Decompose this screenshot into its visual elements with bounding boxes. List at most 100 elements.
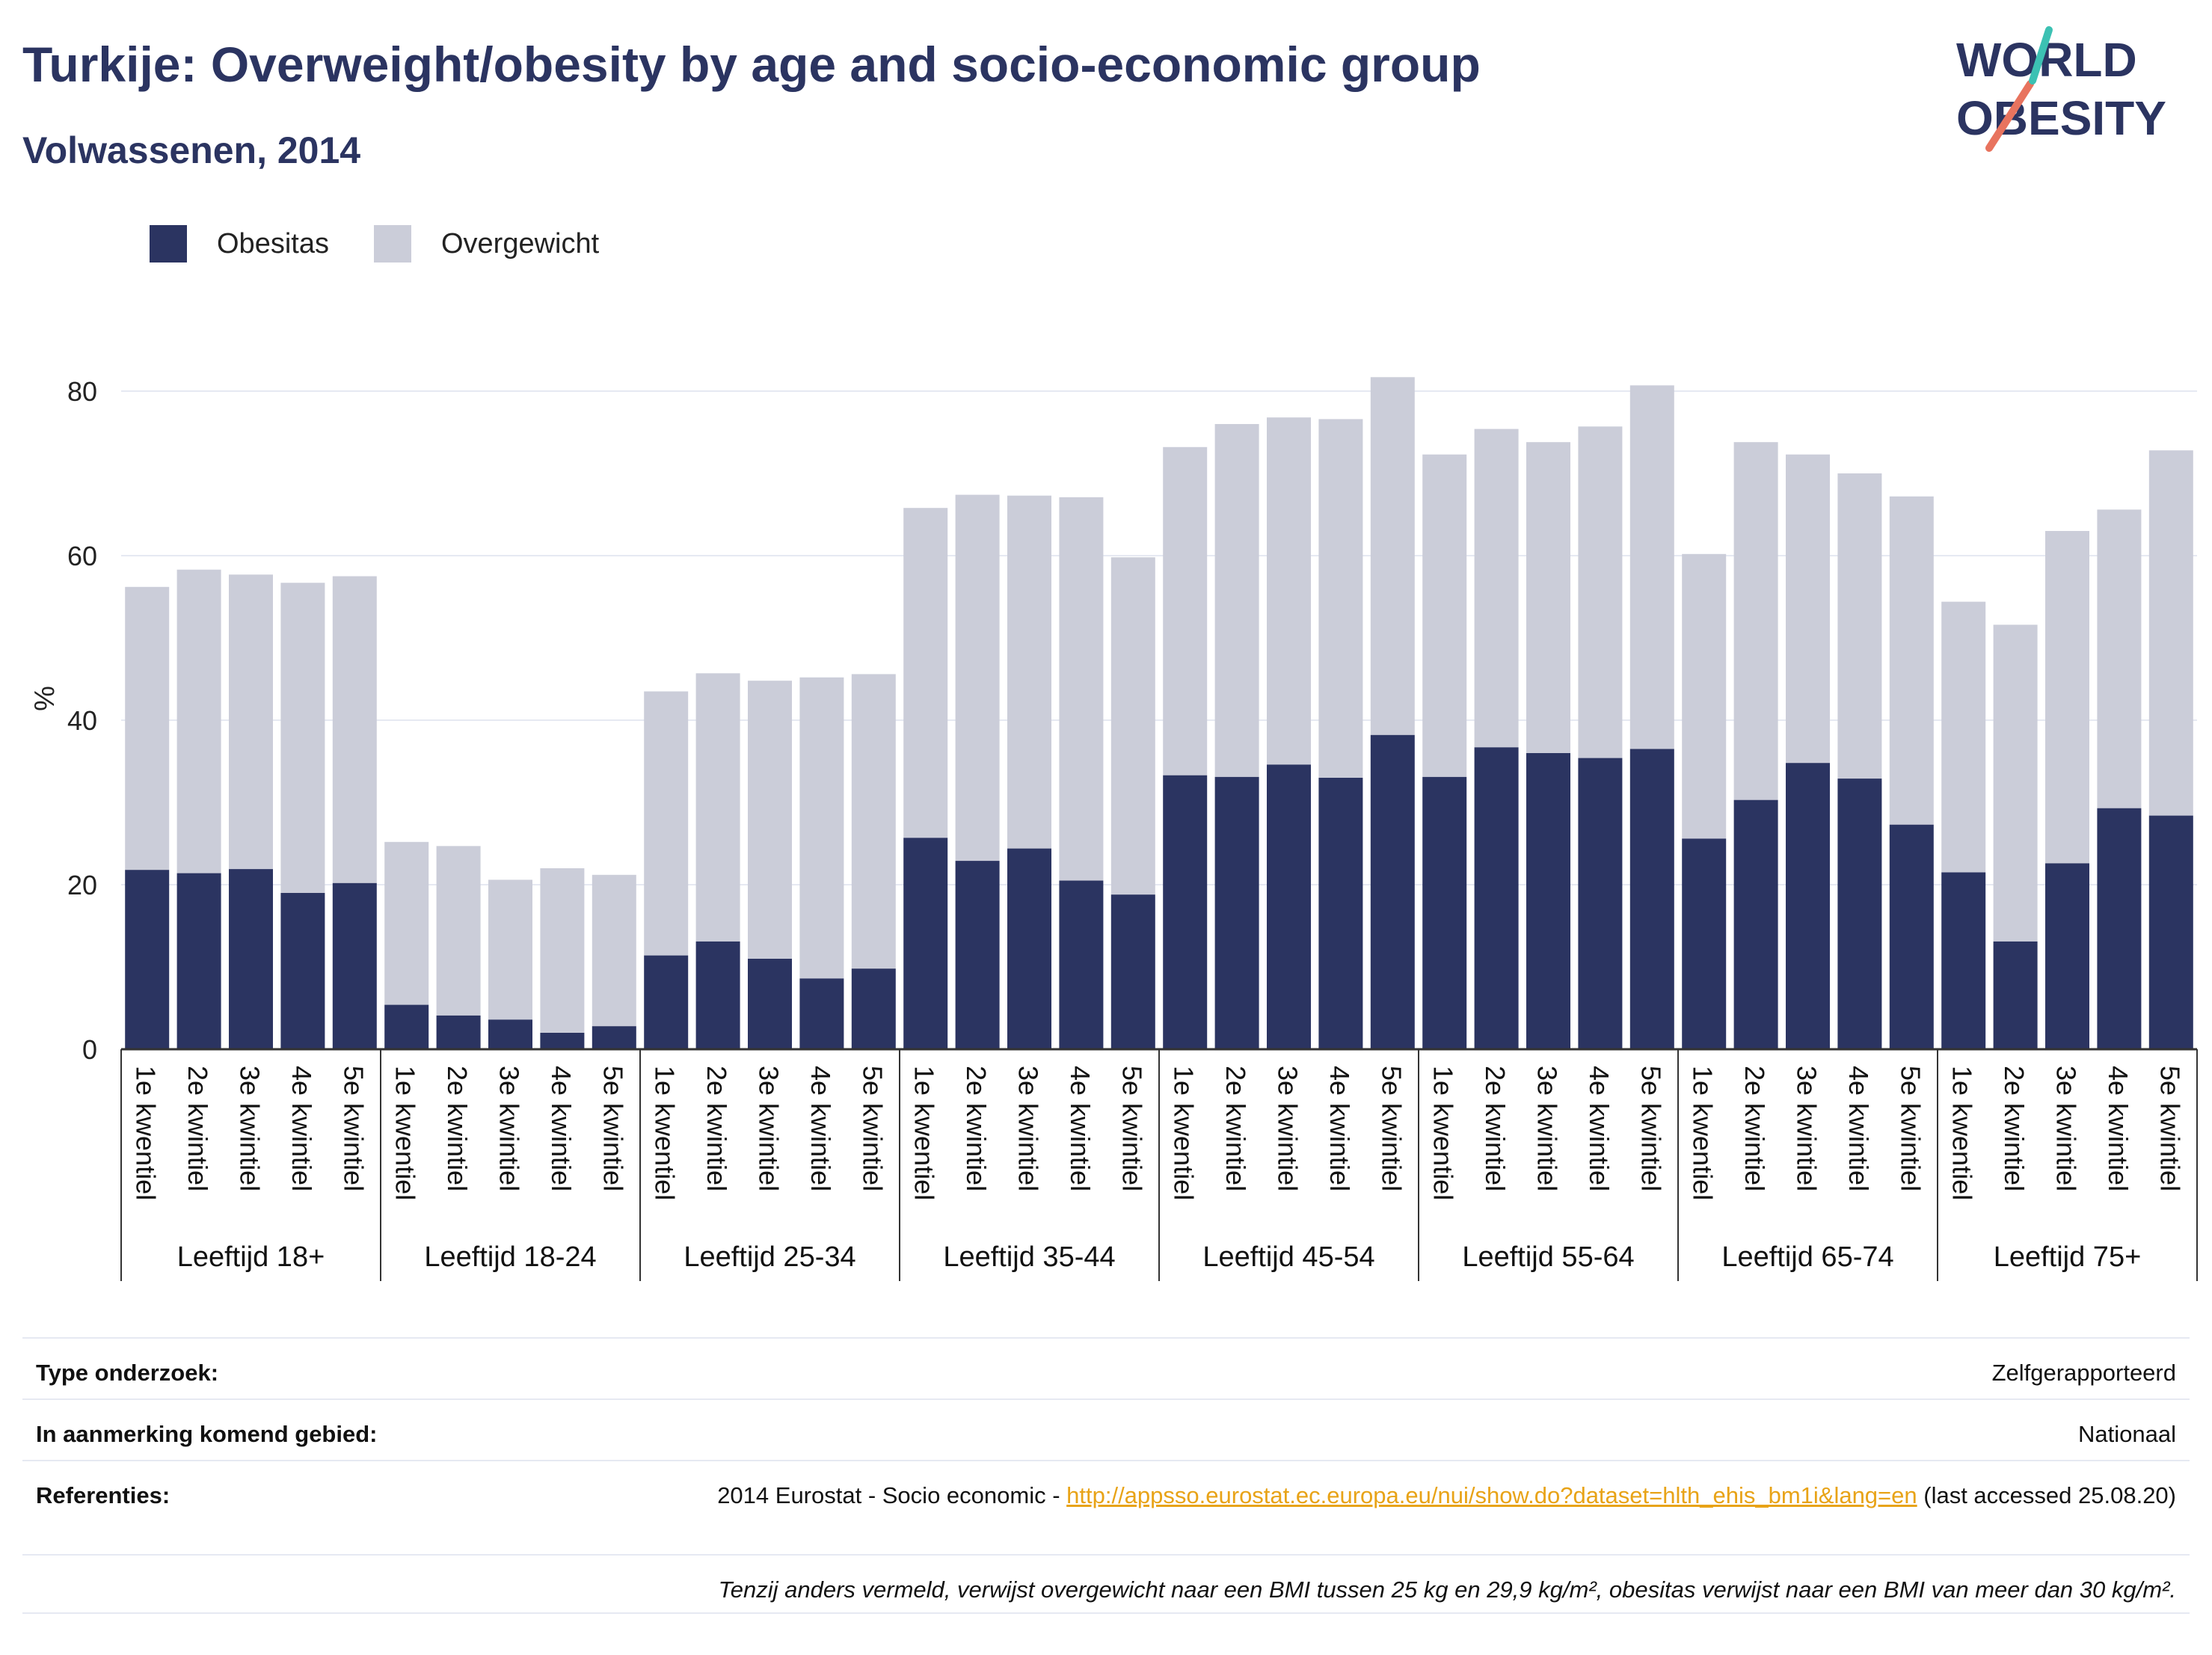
x-group-label: Leeftijd 75+ [1994, 1241, 2142, 1273]
bar-overgewicht [1993, 624, 2038, 942]
legend-item-obesitas[interactable]: Obesitas [150, 225, 329, 262]
bar-obesitas [1267, 764, 1311, 1049]
x-category-label: 3e kwintiel [2051, 1066, 2082, 1191]
bar-overgewicht [903, 508, 948, 838]
x-category-label: 3e kwintiel [754, 1066, 784, 1191]
bar-obesitas [1318, 778, 1363, 1049]
bar-overgewicht [1733, 442, 1778, 800]
bar-obesitas [1941, 872, 1986, 1049]
bar-obesitas [2097, 808, 2142, 1049]
x-group-label: Leeftijd 65-74 [1721, 1241, 1893, 1273]
bar-overgewicht [384, 841, 429, 1005]
reference-suffix: (last accessed 25.08.20) [1917, 1482, 2176, 1508]
legend-label-overgewicht: Overgewicht [440, 227, 600, 260]
bar-obesitas [1526, 753, 1570, 1049]
bar-overgewicht [1318, 419, 1363, 778]
bar-overgewicht [1474, 429, 1519, 748]
x-category-label: 1e kwentiel [1169, 1066, 1199, 1200]
bar-obesitas [1059, 880, 1104, 1049]
x-group-label: Leeftijd 18-24 [424, 1241, 596, 1273]
bar-overgewicht [1422, 454, 1467, 777]
bar-overgewicht [695, 673, 740, 942]
bar-overgewicht [176, 569, 221, 873]
bar-obesitas [903, 838, 948, 1049]
x-category-label: 3e kwintiel [1532, 1066, 1563, 1191]
x-category-label: 4e kwintiel [286, 1066, 317, 1191]
bar-overgewicht [1786, 454, 1830, 764]
x-group-label: Leeftijd 55-64 [1462, 1241, 1634, 1273]
chart-legend: Obesitas Overgewicht [150, 221, 644, 266]
x-category-label: 3e kwintiel [1792, 1066, 1822, 1191]
x-category-label: 5e kwintiel [2154, 1066, 2185, 1191]
legend-swatch-overgewicht [373, 225, 411, 262]
x-category-label: 2e kwintiel [1220, 1066, 1251, 1191]
bar-overgewicht [1007, 495, 1051, 849]
x-category-label: 3e kwintiel [1013, 1066, 1044, 1191]
x-category-label: 4e kwintiel [1584, 1066, 1615, 1191]
bar-obesitas [955, 861, 1000, 1049]
bar-obesitas [1993, 941, 2038, 1049]
world-obesity-logo: WORLD OBESITY [1956, 26, 2166, 152]
bar-overgewicht [1837, 473, 1882, 779]
bar-overgewicht [1941, 601, 1986, 873]
y-tick-label: 60 [67, 541, 97, 571]
bar-obesitas [1007, 848, 1051, 1049]
bar-overgewicht [540, 868, 585, 1033]
info-label-references: Referenties: [36, 1482, 170, 1508]
y-axis-label: % [29, 686, 61, 711]
bar-obesitas [748, 959, 792, 1049]
x-category-label: 1e kwentiel [1688, 1066, 1718, 1200]
bar-obesitas [1370, 734, 1415, 1049]
x-category-label: 5e kwintiel [1635, 1066, 1666, 1191]
bar-overgewicht [1163, 446, 1208, 776]
x-category-label: 4e kwintiel [1843, 1066, 1874, 1191]
bar-obesitas [1786, 763, 1830, 1049]
bar-overgewicht [229, 574, 273, 870]
x-category-label: 1e kwentiel [1428, 1066, 1459, 1200]
x-category-label: 5e kwintiel [597, 1066, 628, 1191]
chart-title: Turkije: Overweight/obesity by age and s… [22, 37, 1481, 92]
reference-prefix: 2014 Eurostat - Socio economic - [717, 1482, 1067, 1508]
x-category-label: 1e kwentiel [131, 1066, 162, 1200]
x-category-label: 4e kwintiel [2103, 1066, 2133, 1191]
bar-obesitas [1837, 779, 1882, 1049]
bar-obesitas [2045, 863, 2089, 1049]
bar-obesitas [644, 955, 689, 1049]
info-label-type: Type onderzoek: [36, 1360, 219, 1386]
bar-obesitas [1422, 776, 1467, 1049]
legend-item-overgewicht[interactable]: Overgewicht [373, 225, 600, 262]
bar-obesitas [1578, 758, 1623, 1049]
bar-obesitas [1474, 747, 1519, 1049]
bar-overgewicht [2148, 450, 2193, 816]
bar-overgewicht [592, 874, 636, 1027]
info-row-references: Referenties: 2014 Eurostat - Socio econo… [22, 1460, 2190, 1554]
bar-overgewicht [1682, 553, 1727, 839]
bar-obesitas [229, 869, 273, 1049]
bar-overgewicht [1629, 385, 1674, 749]
y-tick-label: 40 [67, 705, 97, 736]
bar-overgewicht [1889, 496, 1934, 825]
bar-obesitas [1214, 776, 1259, 1049]
bar-obesitas [695, 941, 740, 1049]
x-category-label: 1e kwentiel [390, 1066, 421, 1200]
legend-label-obesitas: Obesitas [217, 227, 329, 260]
bar-overgewicht [125, 586, 170, 871]
x-category-label: 2e kwintiel [1999, 1066, 2030, 1191]
x-category-label: 2e kwintiel [1739, 1066, 1770, 1191]
bar-overgewicht [1110, 557, 1155, 895]
stacked-bar-chart: 0 20 40 60 80% 1e kwentiel 2e kwintiel 3e kwint… [29, 376, 2198, 1281]
y-tick-label: 20 [67, 870, 97, 900]
bar-obesitas [1682, 838, 1727, 1049]
bar-obesitas [332, 882, 377, 1049]
bar-overgewicht [488, 879, 532, 1020]
bar-obesitas [436, 1015, 481, 1049]
reference-link[interactable]: http://appsso.eurostat.ec.europa.eu/nui/… [1066, 1482, 1917, 1508]
bar-overgewicht [1267, 417, 1311, 765]
bar-obesitas [592, 1026, 636, 1049]
bar-overgewicht [1214, 424, 1259, 777]
bar-overgewicht [644, 691, 689, 956]
x-category-label: 2e kwintiel [182, 1066, 213, 1191]
bar-obesitas [1163, 775, 1208, 1049]
x-category-label: 4e kwintiel [805, 1066, 836, 1191]
x-group-label: Leeftijd 45-54 [1202, 1241, 1374, 1273]
